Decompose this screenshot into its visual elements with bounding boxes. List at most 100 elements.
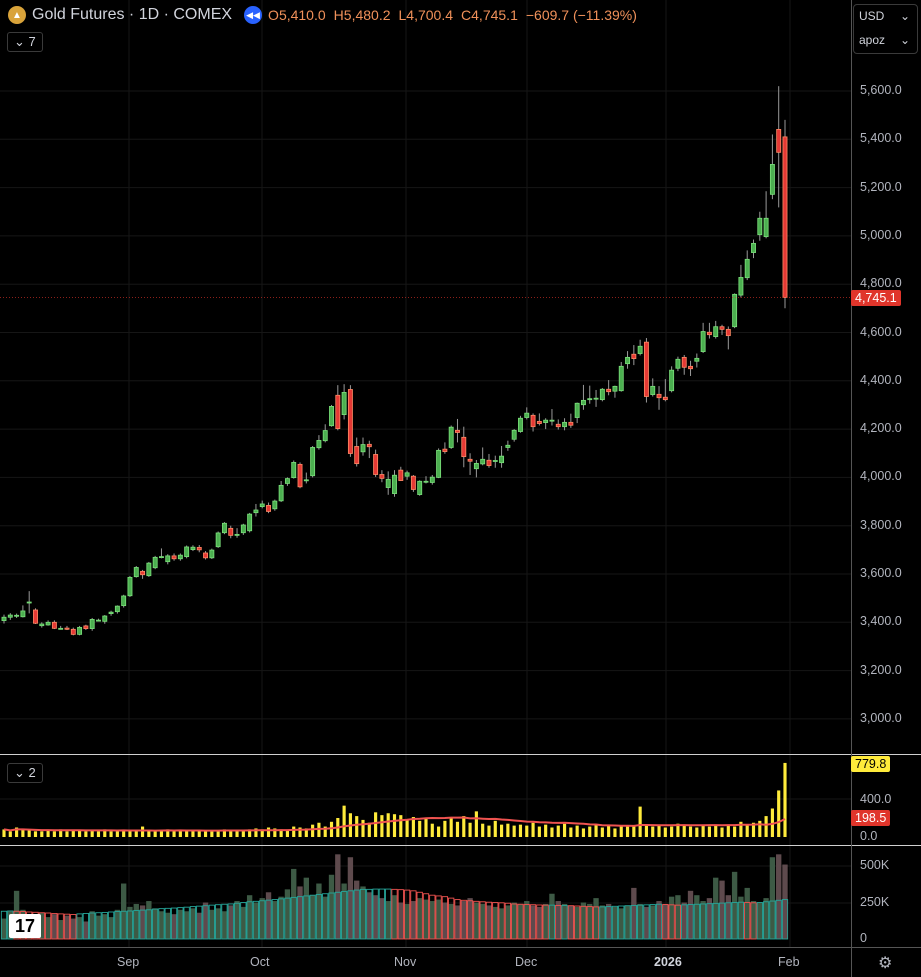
unit-dropdown[interactable]: apoz ⌄ [855, 29, 914, 51]
volume2-bar [404, 903, 410, 939]
volume-bar [695, 827, 699, 837]
volume2-bar [725, 895, 731, 939]
open-interest-bar [649, 904, 656, 940]
candle-down [461, 436, 467, 458]
candle-up [1, 616, 7, 622]
open-interest-bar [699, 903, 707, 940]
open-interest-bar [429, 894, 436, 940]
open-interest-bar [718, 902, 726, 940]
volume2-bar [511, 902, 517, 939]
candle-up [593, 397, 599, 400]
volume-bar [588, 826, 592, 837]
open-interest-bar [366, 888, 373, 940]
candle-up [763, 217, 769, 238]
ohlc-values: O5,410.0 H5,480.2 L4,700.4 C4,745.1 −609… [268, 7, 637, 23]
candle-down [366, 443, 372, 448]
candle-up [423, 480, 429, 483]
volume-bar [380, 815, 384, 837]
candle-up [215, 532, 221, 548]
price-axis-tick: 4,000.0 [860, 469, 902, 484]
currency-dropdown[interactable]: USD ⌄ [855, 5, 914, 27]
open-interest-bar [687, 904, 694, 940]
volume-pane-collapse-button[interactable]: ⌄ 2 [7, 763, 43, 783]
volume2-bar [385, 901, 391, 939]
volume2-bar [738, 896, 744, 939]
open-label: O [268, 7, 279, 23]
open-interest-bar [114, 911, 121, 940]
candle-up [146, 562, 152, 577]
open-interest-bar [511, 903, 518, 940]
open-interest-bar [57, 913, 64, 940]
symbol-title[interactable]: Gold Futures · 1D · COMEX [32, 6, 233, 23]
volume-bar [764, 816, 768, 837]
volume2-bar [776, 854, 782, 939]
volume-bar [8, 831, 12, 837]
volume-bar [625, 826, 630, 837]
volume-bar [751, 822, 756, 837]
open-interest-bar [762, 901, 770, 940]
volume-bar [103, 829, 107, 837]
volume-bar [304, 828, 308, 837]
candle-up [599, 388, 605, 401]
volume2-bar [95, 915, 102, 939]
volume-bar [758, 820, 762, 837]
volume2-bar [341, 883, 347, 939]
volume2-bar [731, 871, 738, 939]
candle-up [675, 358, 681, 369]
volume-bar [78, 830, 82, 837]
replay-icon[interactable]: ◀◀ [244, 6, 263, 24]
open-interest-bar [422, 893, 430, 940]
volume2-bar [706, 898, 713, 939]
open-interest-bar [202, 905, 209, 940]
volume2-bar [461, 901, 467, 939]
volume2-bar [215, 908, 221, 939]
volume-bar [607, 825, 611, 837]
oi-axis-tick: 0 [860, 931, 867, 945]
open-interest-bar [643, 904, 650, 940]
open-interest-bar [466, 900, 474, 940]
candle-down [467, 458, 473, 462]
volume-bar [178, 830, 182, 837]
volume2-bar [423, 899, 429, 939]
volume-bar [726, 824, 730, 837]
volume-bar [468, 822, 472, 837]
volume-bar [783, 762, 787, 837]
candle-up [39, 623, 45, 627]
indicators-collapse-button[interactable]: ⌄ 7 [7, 32, 43, 52]
settings-gear-icon[interactable]: ⚙ [878, 955, 893, 972]
candle-up [436, 449, 442, 478]
open-interest-bar [775, 899, 782, 940]
volume-bar [562, 823, 567, 837]
volume-bar [569, 827, 573, 837]
candle-up [757, 217, 763, 236]
volume2-bar [265, 892, 272, 939]
volume2-bar [574, 906, 580, 939]
candle-up [102, 615, 108, 622]
open-interest-bar [63, 913, 71, 940]
open-interest-bar [681, 904, 688, 940]
volume-bar [682, 825, 686, 837]
candle-up [669, 369, 675, 392]
candle-up [291, 462, 297, 479]
price-axis-tick: 3,000.0 [860, 710, 902, 725]
candle-up [549, 419, 555, 422]
volume-bar [462, 816, 466, 837]
open-interest-bar [441, 896, 449, 940]
oi-axis-tick: 250K [860, 895, 890, 909]
candle-down [70, 628, 76, 635]
candle-up [769, 164, 775, 195]
open-interest-bar [145, 909, 152, 940]
volume-bar [90, 830, 94, 837]
volume2-bar [398, 902, 404, 939]
volume2-bar [687, 890, 694, 939]
candle-up [152, 556, 158, 569]
tradingview-logo[interactable]: 17 [9, 914, 41, 938]
volume2-bar [64, 915, 70, 939]
candle-up [637, 345, 643, 354]
price-axis-tick: 4,800.0 [860, 276, 902, 291]
candle-up [303, 479, 309, 482]
volume-axis-tick: 400.0 [860, 792, 892, 806]
open-interest-bar [492, 902, 499, 940]
open-interest-bar [523, 904, 530, 940]
